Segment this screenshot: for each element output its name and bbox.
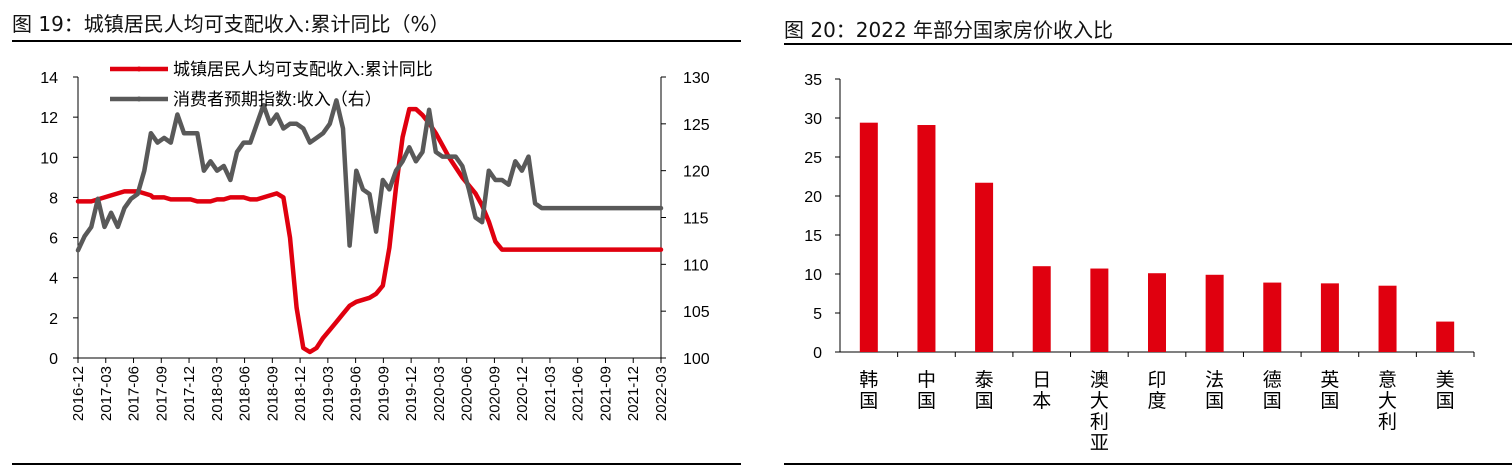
right-title-rule — [784, 43, 1512, 45]
x-tick-label: 2017-06 — [126, 366, 143, 421]
x-tick-label: 2021-03 — [542, 366, 559, 421]
bar — [1148, 273, 1166, 352]
x-tick-label: 2018-06 — [237, 366, 254, 421]
right-figure-panel: 图 20：2022 年部分国家房价收入比 0 5 10 15 20 25 30 35 韩国 中国泰… — [780, 0, 1512, 473]
bar — [1205, 274, 1224, 352]
x-tick-label: 2018-09 — [264, 366, 281, 421]
y-tick-label: 25 — [804, 150, 822, 167]
bar — [1378, 285, 1397, 352]
x-tick-label: 2016-12 — [70, 366, 87, 421]
x-tick-label: 2018-03 — [209, 366, 226, 421]
category-label: 英国 — [1320, 369, 1339, 412]
right-bottom-rule — [784, 463, 1512, 465]
category-label: 德国 — [1263, 369, 1282, 412]
x-tick-label: 2018-12 — [292, 366, 309, 421]
bar — [917, 125, 936, 353]
legend-marker — [136, 96, 142, 102]
left-y-tick-label: 12 — [40, 110, 58, 127]
left-figure-panel: 图 19：城镇居民人均可支配收入:累计同比（%） 0 2 4 6 8 10 12 14 100 1… — [0, 0, 745, 473]
legend-marker — [136, 66, 142, 72]
left-y-tick-label: 14 — [40, 70, 58, 87]
left-y-tick-label: 10 — [40, 150, 58, 167]
category-label: 韩国 — [859, 369, 878, 412]
right-y-tick-label: 100 — [683, 351, 710, 368]
category-label: 中国 — [917, 369, 936, 412]
y-tick-label: 15 — [804, 228, 822, 245]
x-tick-label: 2017-12 — [181, 366, 198, 421]
left-title-rule — [12, 40, 741, 42]
x-tick-label: 2019-06 — [348, 366, 365, 421]
right-y-tick-label: 130 — [683, 70, 710, 87]
right-figure-title: 图 20：2022 年部分国家房价收入比 — [784, 18, 1114, 42]
x-tick-label: 2021-06 — [570, 366, 587, 421]
y-tick-label: 5 — [813, 306, 822, 323]
left-y-tick-label: 4 — [49, 271, 58, 288]
x-tick-label: 2021-09 — [597, 366, 614, 421]
x-tick-label: 2019-12 — [403, 366, 420, 421]
bar — [1090, 268, 1109, 352]
category-label: 意大利 — [1378, 369, 1397, 433]
category-label: 印度 — [1147, 369, 1166, 412]
left-line-chart: 0 2 4 6 8 10 12 14 100 105 110 115 120 125 130 2016-12 2… — [40, 60, 710, 421]
y-tick-label: 30 — [804, 111, 822, 128]
left-y-tick-label: 2 — [49, 311, 58, 328]
consumer-income-expectation-line — [75, 98, 664, 253]
x-tick-label: 2017-09 — [153, 366, 170, 421]
category-label: 日本 — [1032, 370, 1051, 412]
right-y-tick-label: 105 — [683, 304, 710, 321]
x-tick-label: 2020-09 — [486, 366, 503, 421]
legend-label: 消费者预期指数:收入（右） — [173, 90, 382, 109]
bar — [1436, 321, 1455, 352]
bar — [1032, 266, 1051, 352]
y-tick-label: 20 — [804, 189, 822, 206]
x-tick-label: 2019-09 — [375, 366, 392, 421]
y-tick-label: 35 — [804, 72, 822, 89]
category-label: 澳大利亚 — [1090, 369, 1109, 454]
x-tick-label: 2020-03 — [431, 366, 448, 421]
category-label: 美国 — [1436, 369, 1455, 412]
x-tick-label: 2022-03 — [653, 366, 670, 421]
x-tick-label: 2020-12 — [514, 366, 531, 421]
left-figure-title: 图 19：城镇居民人均可支配收入:累计同比（%） — [12, 12, 450, 36]
income-growth-line — [75, 106, 664, 355]
left-y-tick-label: 0 — [49, 351, 58, 368]
x-tick-label: 2021-12 — [625, 366, 642, 421]
left-y-tick-label: 8 — [49, 190, 58, 207]
y-tick-label: 0 — [813, 345, 822, 362]
y-tick-label: 10 — [804, 267, 822, 284]
right-y-tick-label: 125 — [683, 117, 710, 134]
right-y-tick-label: 115 — [683, 211, 709, 228]
bar — [975, 182, 994, 352]
legend-label: 城镇居民人均可支配收入:累计同比 — [173, 60, 433, 79]
right-y-tick-label: 120 — [683, 164, 710, 181]
x-tick-label: 2019-03 — [320, 366, 337, 421]
category-label: 法国 — [1205, 369, 1224, 412]
bar — [1263, 282, 1282, 352]
category-label: 泰国 — [975, 369, 994, 412]
right-y-tick-label: 110 — [683, 257, 709, 274]
x-tick-label: 2020-06 — [459, 366, 476, 421]
left-y-tick-label: 6 — [49, 231, 58, 248]
bar — [859, 122, 878, 353]
left-bottom-rule — [12, 463, 741, 465]
x-tick-label: 2017-03 — [98, 366, 115, 421]
bar — [1320, 283, 1339, 352]
